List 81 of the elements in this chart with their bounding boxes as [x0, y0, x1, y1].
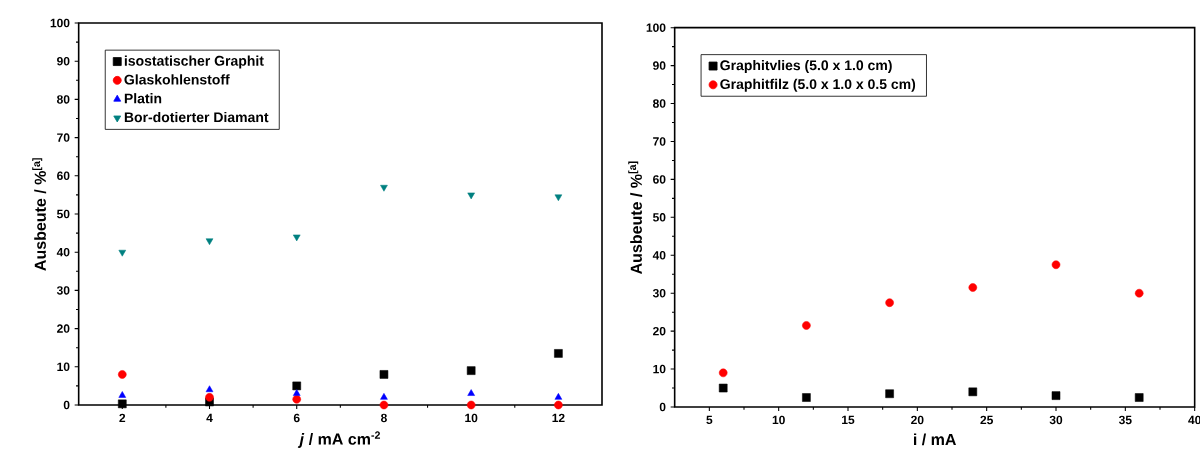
point: [292, 234, 301, 242]
point: [205, 238, 214, 246]
x-tick-label: 40: [1188, 415, 1200, 425]
x-tick-label: 25: [980, 415, 993, 425]
y-tick-label: 90: [57, 56, 70, 66]
point: [467, 192, 475, 200]
point: [379, 400, 389, 410]
y-axis-title: Ausbeute / %$^{[a]}$: [628, 161, 643, 275]
x-tick-label: 15: [842, 415, 855, 425]
point: [554, 400, 563, 410]
legend-label: isostatischer Graphit: [124, 55, 264, 69]
x-tick-label: 10: [772, 415, 785, 425]
y-tick-label: 100: [646, 23, 666, 32]
x-tick-label: 20: [911, 415, 924, 425]
x-axis-title: j / mA cm$^{-2}$: [297, 431, 381, 448]
legend-label: Glaskohlenstoff: [124, 74, 230, 85]
point: [205, 385, 214, 392]
point: [802, 321, 811, 330]
y-tick-label: 70: [653, 137, 666, 146]
point: [118, 391, 127, 398]
point: [118, 249, 127, 257]
point: [380, 393, 388, 400]
point: [802, 393, 811, 402]
point: [718, 368, 728, 378]
x-tick-label: 35: [1118, 415, 1132, 425]
y-tick-label: 60: [653, 175, 666, 184]
y-tick-label: 20: [653, 326, 666, 336]
x-tick-label: 2: [119, 413, 126, 423]
point: [292, 389, 301, 396]
point: [466, 366, 476, 375]
point: [885, 298, 894, 307]
point: [554, 393, 563, 400]
point: [1134, 288, 1144, 298]
y-tick-label: 10: [653, 364, 666, 374]
point: [1051, 391, 1061, 400]
y-tick-label: 50: [652, 213, 666, 222]
x-axis-title: i / mA: [914, 433, 957, 446]
legend-label: Graphitvlies (5.0 x 1.0 cm): [720, 59, 892, 74]
y-tick-label: 60: [57, 171, 70, 181]
y-tick-label: 80: [652, 99, 666, 108]
legend-label: Platin: [124, 93, 162, 104]
x-tick-label: 4: [206, 413, 213, 422]
y-tick-label: 0: [63, 400, 70, 410]
point: [885, 389, 894, 398]
y-tick-label: 40: [56, 247, 70, 257]
point: [118, 370, 127, 379]
y-tick-label: 30: [652, 288, 666, 298]
point: [554, 194, 563, 202]
legend-label: Bor-dotierter Diamant: [124, 111, 269, 123]
x-tick-label: 6: [293, 413, 300, 423]
x-tick-label: 30: [1049, 415, 1063, 425]
point: [292, 395, 301, 404]
y-tick-label: 30: [56, 286, 70, 295]
point: [1051, 260, 1061, 270]
y-tick-label: 90: [653, 61, 666, 70]
point: [1134, 393, 1144, 402]
point: [380, 184, 388, 192]
y-tick-label: 0: [659, 402, 666, 412]
x-tick-label: 10: [465, 413, 478, 423]
y-tick-label: 50: [56, 209, 70, 219]
legend-label: Graphitfilz (5.0 x 1.0 x 0.5 cm): [720, 78, 916, 92]
x-tick-label: 8: [380, 413, 387, 423]
x-tick-label: 12: [552, 413, 565, 423]
point: [554, 349, 563, 358]
y-tick-label: 70: [57, 133, 70, 142]
point: [718, 383, 728, 393]
point: [467, 389, 475, 396]
x-tick-label: 5: [706, 415, 713, 425]
y-tick-label: 80: [56, 95, 70, 104]
point: [466, 400, 476, 410]
y-tick-label: 40: [652, 251, 666, 260]
point: [968, 283, 978, 292]
point: [968, 387, 978, 397]
point: [292, 381, 301, 391]
y-tick-label: 20: [57, 324, 70, 333]
y-axis-title: Ausbeute / %$^{[a]}$: [32, 158, 47, 271]
point: [379, 370, 389, 379]
y-tick-label: 100: [50, 18, 70, 28]
point: [205, 393, 214, 402]
point: [118, 399, 127, 409]
y-tick-label: 10: [57, 362, 70, 372]
